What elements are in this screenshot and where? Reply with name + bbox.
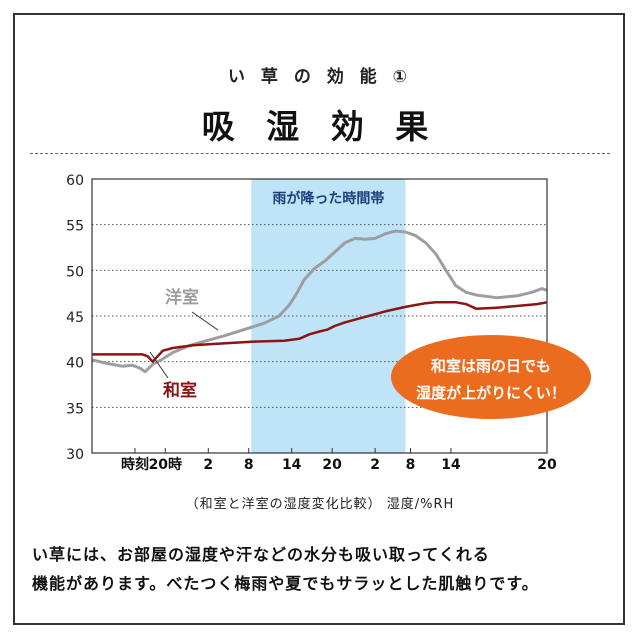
- description-line-1: い草には、お部屋の湿度や汗などの水分も吸い取ってくれる: [32, 545, 490, 564]
- x-tick-label: 2: [370, 457, 380, 473]
- page-title: 吸 湿 効 果: [201, 107, 439, 146]
- series-label-japanese-room: 和室: [163, 380, 197, 401]
- x-tick-label: 14: [441, 457, 461, 473]
- y-tick-label: 40: [66, 356, 84, 372]
- x-tick-label: 20: [322, 457, 342, 473]
- japanese-room-leader-line: [149, 351, 169, 379]
- y-tick-label: 60: [66, 173, 84, 189]
- rain-period-label: 雨が降った時間帯: [272, 190, 384, 207]
- x-tick-label: 8: [406, 457, 416, 473]
- callout-line-2: 湿度が上がりにくい！: [416, 384, 566, 402]
- y-tick-label: 50: [66, 264, 84, 280]
- callout-line-1: 和室は雨の日でも: [431, 357, 551, 375]
- subtitle: い 草 の 効 能 ①: [228, 67, 412, 87]
- y-tick-label: 45: [66, 310, 84, 326]
- series-line-japanese-room: [92, 301, 548, 363]
- x-tick-label: 14: [282, 457, 302, 473]
- x-tick-label: 2: [203, 457, 213, 473]
- western-room-leader-line: [191, 311, 219, 331]
- y-tick-label: 35: [66, 401, 84, 417]
- x-tick-label: 20: [537, 457, 557, 473]
- callout-bubble: [391, 335, 591, 419]
- x-tick-label: 8: [244, 457, 254, 473]
- y-tick-label: 55: [66, 219, 84, 235]
- chart-caption: （和室と洋室の湿度変化比較） 湿度/%RH: [185, 497, 455, 512]
- x-tick-label: 20時: [149, 456, 182, 473]
- series-label-western-room: 洋室: [165, 287, 199, 308]
- y-tick-label: 30: [66, 447, 84, 463]
- plot-frame: [91, 178, 548, 454]
- description-line-2: 機能があります。べたつく梅雨や夏でもサラッとした肌触りです。: [32, 574, 539, 593]
- description-text: い草には、お部屋の湿度や汗などの水分も吸い取ってくれる 機能があります。べたつく…: [32, 540, 620, 598]
- dashed-divider: [30, 153, 610, 154]
- series-line-western-room: [91, 229, 548, 374]
- x-tick-label: 時刻: [121, 456, 149, 473]
